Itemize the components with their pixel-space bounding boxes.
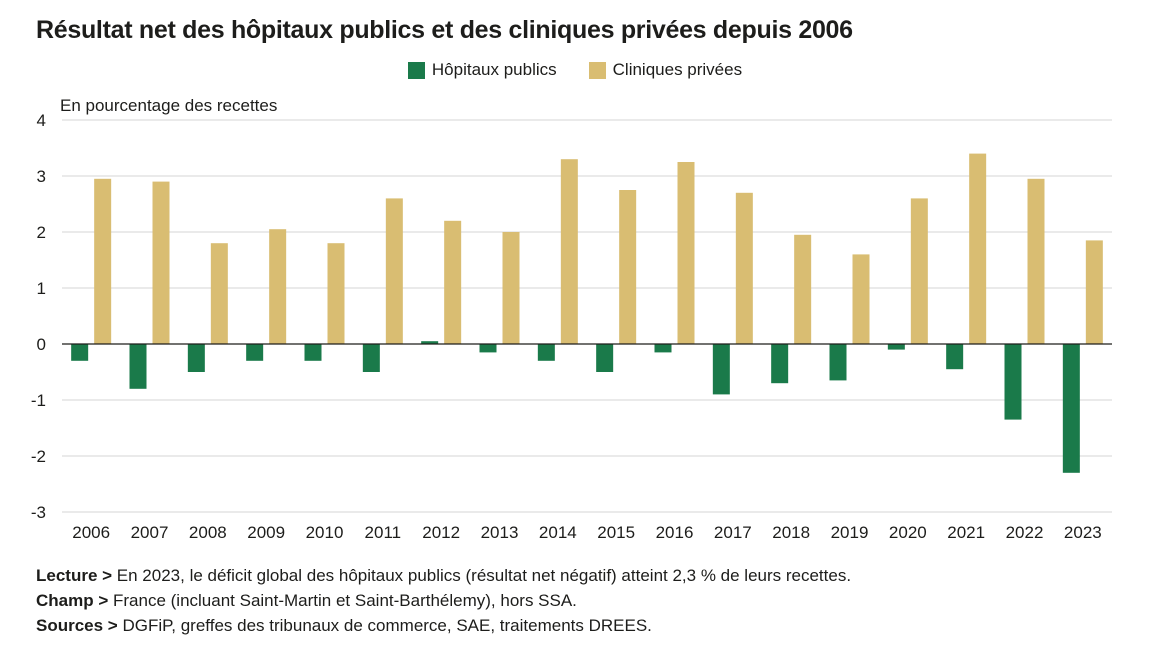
bar-hopitaux-publics	[887, 344, 905, 350]
bar-chart: 4 3 2 1 0 -1 -2 -3 En pourcentage des recettes 20…	[31, 96, 1112, 542]
x-tick-label: 2012	[422, 523, 460, 542]
bar-hopitaux-publics	[596, 344, 614, 372]
legend-label-cliniques: Cliniques privées	[612, 60, 743, 79]
x-tick-label: 2021	[947, 523, 985, 542]
y-tick-label: 0	[37, 335, 46, 354]
bar-hopitaux-publics	[362, 344, 380, 372]
x-tick-label: 2013	[481, 523, 519, 542]
legend-entry-cliniques: Cliniques privées	[588, 60, 743, 80]
bar-cliniques-privees	[1085, 240, 1103, 344]
bar-hopitaux-publics	[129, 344, 147, 389]
x-tick-label: 2017	[714, 523, 752, 542]
bar-hopitaux-publics	[654, 344, 672, 353]
x-tick-label: 2022	[1006, 523, 1044, 542]
note-lecture: Lecture > En 2023, le déficit global des…	[36, 563, 851, 588]
bar-cliniques-privees	[852, 254, 870, 344]
bar-hopitaux-publics	[479, 344, 497, 353]
note-champ: Champ > France (incluant Saint-Martin et…	[36, 588, 851, 613]
x-tick-label: 2011	[365, 523, 402, 542]
bar-cliniques-privees	[677, 162, 695, 344]
note-lecture-key: Lecture >	[36, 566, 113, 585]
bar-cliniques-privees	[444, 220, 462, 344]
bar-cliniques-privees	[269, 229, 287, 344]
bar-hopitaux-publics	[771, 344, 789, 384]
bar-hopitaux-publics	[421, 341, 439, 344]
x-tick-label: 2016	[656, 523, 694, 542]
x-tick-label: 2007	[131, 523, 169, 542]
bar-hopitaux-publics	[187, 344, 205, 372]
bar-hopitaux-publics	[712, 344, 730, 395]
y-tick-label: -3	[31, 503, 46, 522]
bar-hopitaux-publics	[246, 344, 264, 361]
x-tick-label: 2006	[72, 523, 110, 542]
bar-hopitaux-publics	[71, 344, 89, 361]
x-tick-label: 2019	[831, 523, 869, 542]
legend-swatch-cliniques	[588, 61, 606, 79]
legend: Hôpitaux publics Cliniques privées	[0, 60, 1150, 80]
y-axis-label: En pourcentage des recettes	[60, 96, 277, 115]
legend-label-hopitaux: Hôpitaux publics	[431, 60, 557, 79]
note-sources-text: DGFiP, greffes des tribunaux de commerce…	[117, 616, 652, 635]
bar-cliniques-privees	[619, 190, 637, 344]
legend-swatch-hopitaux	[407, 61, 425, 79]
y-tick-label: 2	[37, 223, 46, 242]
x-tick-label: 2020	[889, 523, 927, 542]
y-tick-label: 3	[37, 167, 46, 186]
bar-cliniques-privees	[910, 198, 928, 344]
y-tick-label: 4	[37, 111, 46, 130]
bar-hopitaux-publics	[946, 344, 964, 370]
bar-cliniques-privees	[94, 178, 112, 344]
bar-cliniques-privees	[735, 192, 753, 344]
x-tick-label: 2015	[597, 523, 635, 542]
note-lecture-text: En 2023, le déficit global des hôpitaux …	[112, 566, 852, 585]
bar-hopitaux-publics	[1062, 344, 1080, 473]
x-tick-label: 2014	[539, 523, 577, 542]
bar-cliniques-privees	[969, 153, 987, 344]
x-tick-label: 2023	[1064, 523, 1102, 542]
bar-hopitaux-publics	[304, 344, 322, 361]
bar-cliniques-privees	[560, 159, 578, 344]
bar-cliniques-privees	[502, 232, 520, 344]
bar-cliniques-privees	[152, 181, 170, 344]
bar-cliniques-privees	[794, 234, 812, 344]
note-champ-key: Champ >	[36, 591, 109, 610]
bar-hopitaux-publics	[829, 344, 847, 381]
bar-cliniques-privees	[385, 198, 403, 344]
note-sources: Sources > DGFiP, greffes des tribunaux d…	[36, 613, 851, 638]
bar-cliniques-privees	[1027, 178, 1045, 344]
y-tick-label: -2	[31, 447, 46, 466]
x-tick-label: 2008	[189, 523, 227, 542]
legend-entry-hopitaux: Hôpitaux publics	[407, 60, 557, 80]
bar-hopitaux-publics	[1004, 344, 1022, 420]
x-tick-label: 2010	[306, 523, 344, 542]
chart-notes: Lecture > En 2023, le déficit global des…	[36, 563, 851, 638]
x-tick-label: 2018	[772, 523, 810, 542]
bar-cliniques-privees	[210, 243, 228, 344]
y-tick-label: -1	[31, 391, 46, 410]
note-sources-key: Sources >	[36, 616, 118, 635]
bar-cliniques-privees	[327, 243, 345, 344]
chart-title: Résultat net des hôpitaux publics et des…	[36, 16, 853, 44]
x-tick-label: 2009	[247, 523, 285, 542]
y-tick-label: 1	[37, 279, 46, 298]
bar-hopitaux-publics	[537, 344, 555, 361]
note-champ-text: France (incluant Saint-Martin et Saint-B…	[108, 591, 577, 610]
